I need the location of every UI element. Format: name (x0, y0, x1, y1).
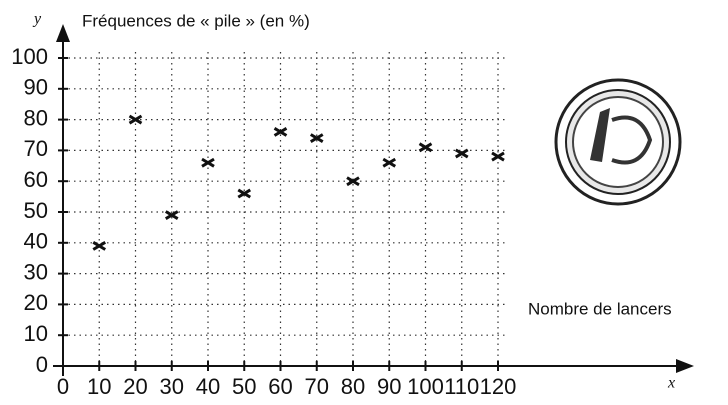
x-tick-label: 30 (160, 374, 184, 399)
y-tick-label: 10 (24, 321, 48, 346)
x-tick-label: 50 (232, 374, 256, 399)
x-tick-label: 10 (87, 374, 111, 399)
x-tick-label: 80 (341, 374, 365, 399)
y-tick-label: 50 (24, 198, 48, 223)
y-tick-label: 80 (24, 105, 48, 130)
x-tick-label: 60 (268, 374, 292, 399)
x-axis-title: Nombre de lancers (528, 299, 672, 318)
y-tick-label: 100 (11, 44, 48, 69)
point (383, 159, 395, 166)
x-axis-arrow (676, 359, 694, 373)
point (93, 242, 105, 249)
chart-title: Fréquences de « pile » (en %) (82, 11, 310, 30)
x-tick-label: 90 (377, 374, 401, 399)
point (456, 150, 468, 157)
x-tick-label: 110 (444, 374, 479, 399)
point (492, 153, 504, 160)
x-tick-label: 40 (196, 374, 220, 399)
y-tick-label: 30 (24, 259, 48, 284)
y-tick-label: 70 (24, 136, 48, 161)
chart: Fréquences de « pile » (en %) y Nombre d… (0, 0, 728, 405)
y-tick-label: 90 (24, 75, 48, 100)
x-tick-label: 0 (57, 374, 69, 399)
y-axis-arrow (56, 24, 70, 42)
point (420, 144, 432, 151)
y-tick-label: 60 (24, 167, 48, 192)
y-tick-label: 0 (36, 352, 48, 377)
coin (556, 80, 680, 204)
point (202, 159, 214, 166)
x-tick-label: 100 (407, 374, 444, 399)
point (130, 116, 142, 123)
y-tick-label: 40 (24, 229, 48, 254)
x-axis-label: x (667, 375, 675, 392)
x-tick-label: 120 (480, 374, 517, 399)
x-tick-label: 70 (305, 374, 329, 399)
y-tick-label: 20 (24, 290, 48, 315)
x-tick-label: 20 (123, 374, 147, 399)
y-axis-label: y (32, 11, 42, 28)
